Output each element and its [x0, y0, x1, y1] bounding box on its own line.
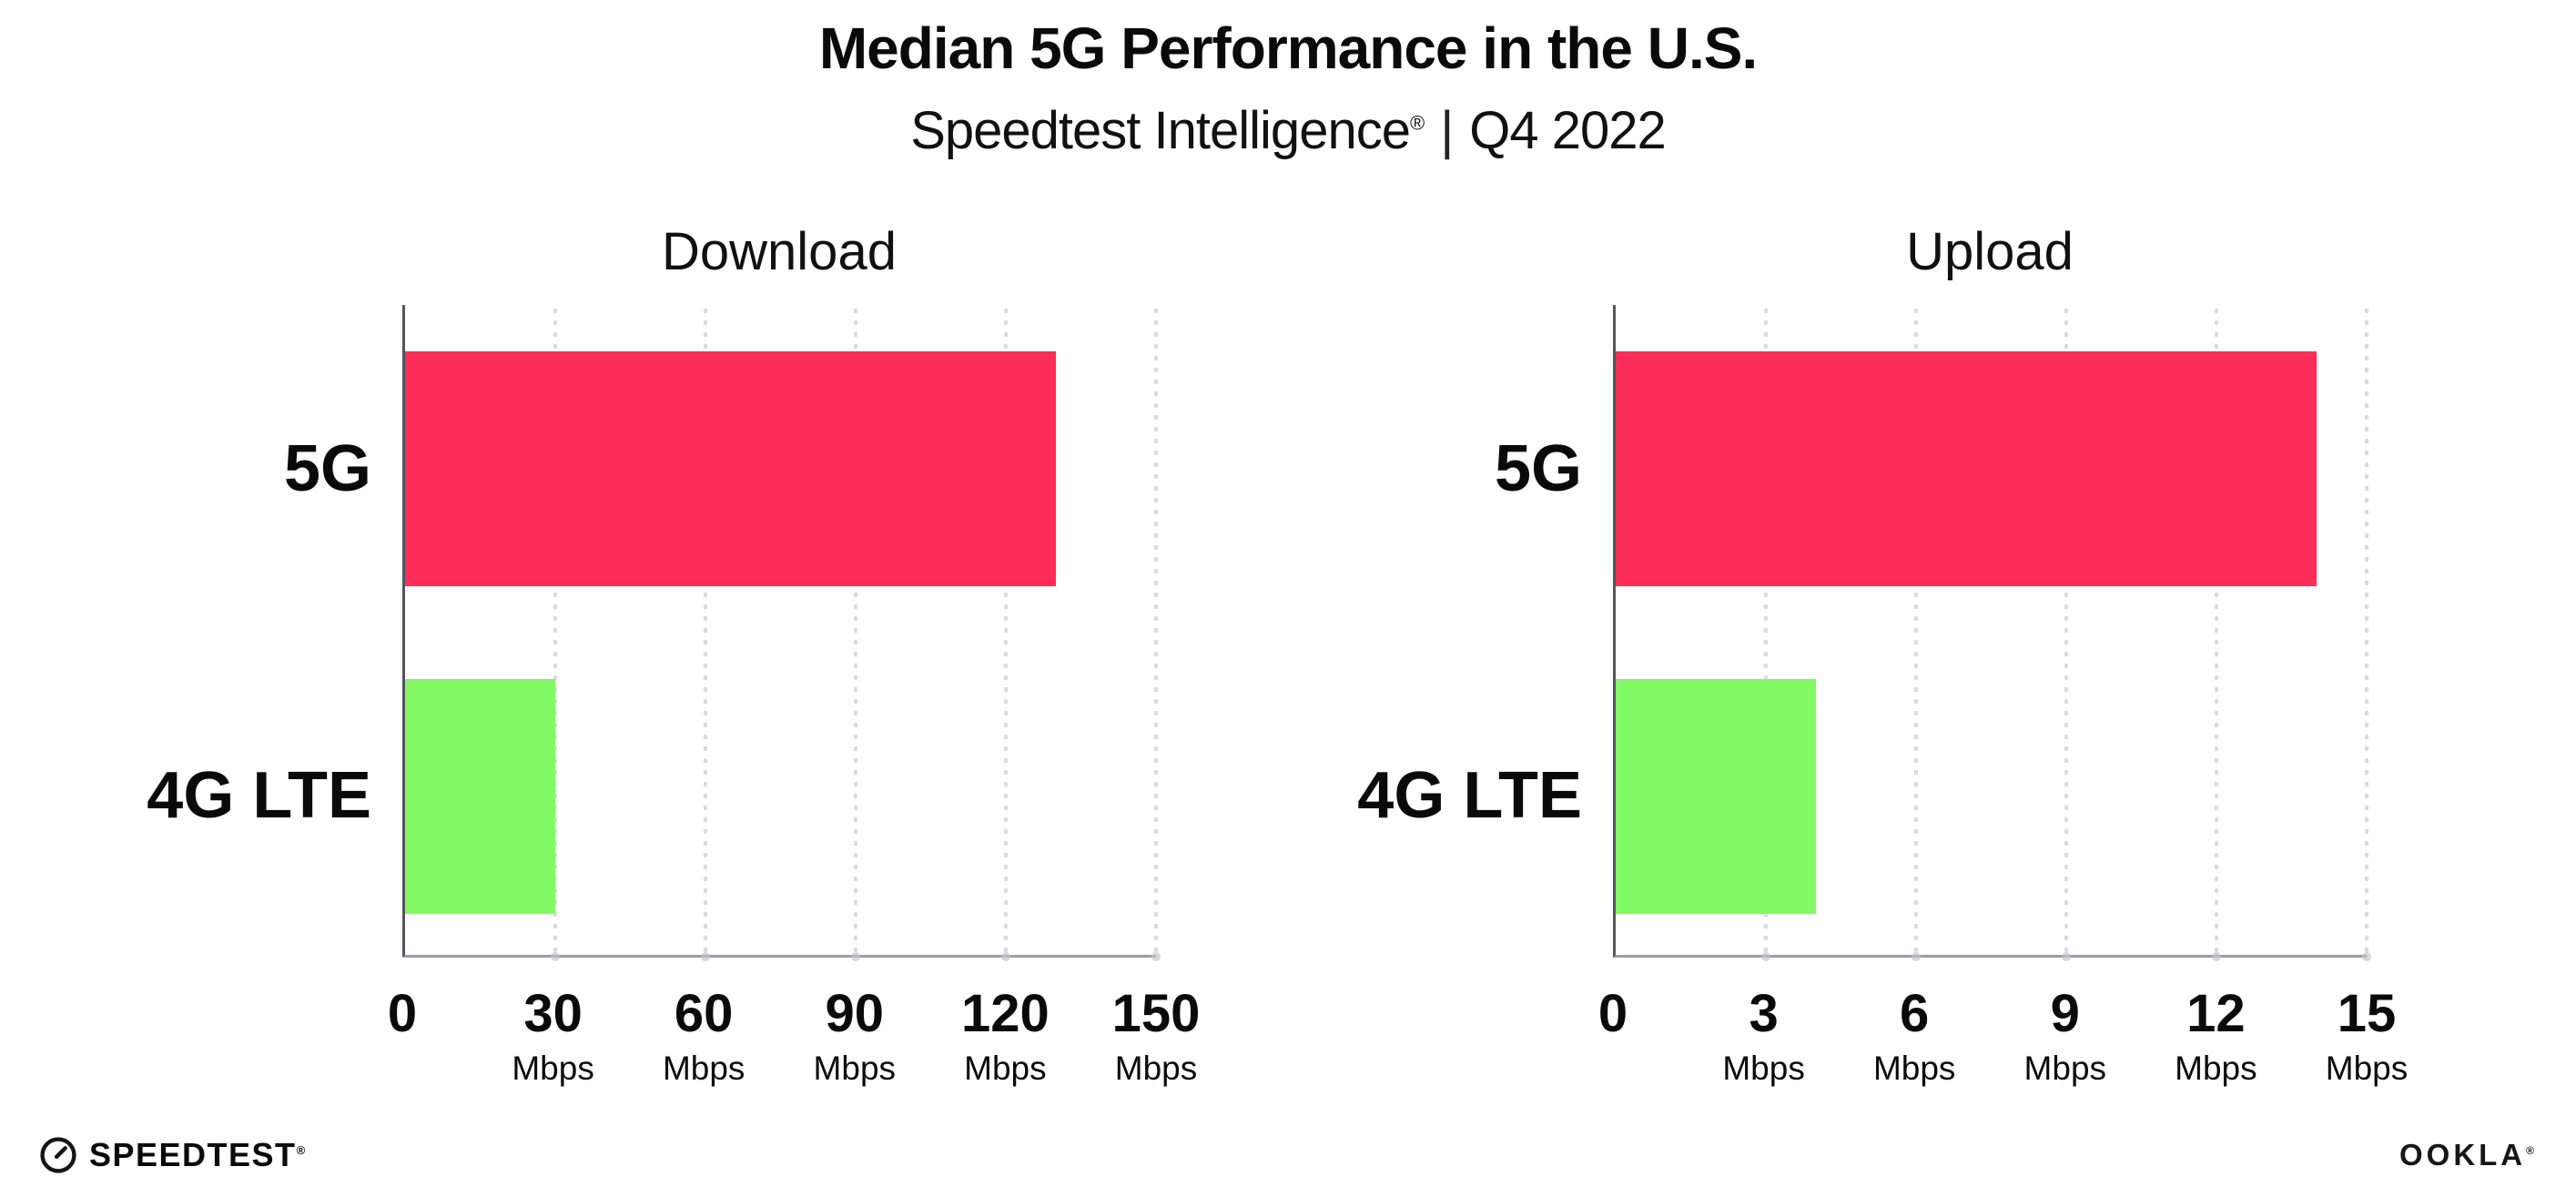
download-category-labels: 5G 4G LTE: [137, 305, 402, 958]
subtitle-separator: |: [1440, 101, 1454, 160]
subtitle-period: Q4 2022: [1469, 101, 1667, 160]
x-tick-150: 150 Mbps: [1112, 983, 1201, 1088]
x-tick-value: 0: [387, 984, 418, 1043]
x-tick-value: 0: [1597, 984, 1628, 1043]
upload-chart-title: Upload: [1906, 222, 2074, 281]
x-tick-value: 15: [2337, 984, 2397, 1043]
subtitle-brand: Speedtest Intelligence: [910, 101, 1411, 160]
x-tick-unit: Mbps: [512, 1050, 594, 1087]
download-5g-bar: [405, 351, 1056, 586]
download-chart: Download 5G 4G LTE 0 30 Mbps 60 Mbps 90 Mbps 12…: [137, 221, 1201, 1094]
x-tick-value: 3: [1749, 984, 1779, 1043]
x-tick-15: 15 Mbps: [2326, 983, 2408, 1088]
x-tick-30: 30 Mbps: [512, 983, 593, 1088]
gridline: [2064, 305, 2068, 955]
category-label-5g: 5G: [283, 432, 371, 505]
speedtest-logo: SPEEDTEST®: [38, 1135, 307, 1175]
page-subtitle: Speedtest Intelligence® | Q4 2022: [0, 100, 2576, 161]
x-tick-value: 12: [2186, 984, 2246, 1043]
x-tick-3: 3 Mbps: [1722, 983, 1804, 1088]
x-tick-unit: Mbps: [1872, 1050, 1956, 1087]
upload-plot-area: [1613, 305, 2368, 958]
header: Median 5G Performance in the U.S. Speedt…: [0, 0, 2576, 161]
gridline: [1764, 305, 1768, 955]
speedometer-gauge-icon: [38, 1135, 78, 1175]
download-x-axis-labels: 0 30 Mbps 60 Mbps 90 Mbps 120 Mbps 150 Mbps: [388, 958, 1201, 1094]
registered-trademark-icon: ®: [1409, 111, 1425, 135]
ookla-logo: OOKLA®: [2399, 1138, 2538, 1172]
x-tick-60: 60 Mbps: [663, 983, 745, 1088]
x-tick-unit: Mbps: [662, 1050, 745, 1087]
x-tick-unit: Mbps: [813, 1050, 897, 1087]
category-label-5g: 5G: [1494, 432, 1582, 505]
gridline: [704, 305, 707, 955]
category-label-4g-lte: 4G LTE: [1357, 759, 1582, 832]
x-tick-value: 6: [1900, 984, 1930, 1043]
gridline: [1914, 305, 1918, 955]
gridline: [2215, 305, 2218, 955]
x-tick-value: 9: [2050, 984, 2080, 1043]
x-tick-6: 6 Mbps: [1873, 983, 1955, 1088]
x-tick-value: 30: [523, 984, 583, 1043]
page-title: Median 5G Performance in the U.S.: [818, 15, 1758, 81]
upload-5g-bar: [1616, 351, 2317, 586]
x-tick-unit: Mbps: [1114, 1050, 1198, 1087]
x-tick-unit: Mbps: [2325, 1050, 2409, 1087]
upload-chart: Upload 5G 4G LTE 0 3 Mbps 6 Mbps 9 Mbps 12 Mbps 1…: [1347, 221, 2408, 1094]
gridline: [1154, 305, 1158, 955]
category-label-4g-lte: 4G LTE: [147, 759, 371, 832]
gridline: [1004, 305, 1008, 955]
x-tick-value: 90: [825, 984, 885, 1043]
x-tick-unit: Mbps: [1722, 1050, 1805, 1087]
speedtest-label: SPEEDTEST: [89, 1136, 297, 1173]
x-tick-unit: Mbps: [964, 1050, 1047, 1087]
gridline: [553, 305, 557, 955]
ookla-trademark-icon: ®: [2526, 1144, 2538, 1157]
x-tick-12: 12 Mbps: [2175, 983, 2257, 1088]
speedtest-wordmark: SPEEDTEST®: [89, 1136, 307, 1174]
x-tick-0: 0: [388, 983, 417, 1044]
ookla-label: OOKLA: [2399, 1138, 2527, 1172]
upload-x-axis-labels: 0 3 Mbps 6 Mbps 9 Mbps 12 Mbps 15 Mbps: [1598, 958, 2408, 1094]
download-4g-lte-bar: [405, 679, 555, 914]
x-tick-120: 120 Mbps: [961, 983, 1050, 1088]
x-tick-unit: Mbps: [2175, 1050, 2257, 1087]
download-plot-area: [402, 305, 1158, 958]
upload-4g-lte-bar: [1616, 679, 1816, 914]
x-tick-0: 0: [1598, 983, 1628, 1044]
x-tick-90: 90 Mbps: [814, 983, 896, 1088]
x-tick-value: 120: [961, 984, 1050, 1043]
x-tick-9: 9 Mbps: [2024, 983, 2106, 1088]
gridline: [2365, 305, 2368, 955]
x-tick-value: 60: [674, 984, 734, 1043]
gridline: [854, 305, 857, 955]
upload-chart-body: 5G 4G LTE: [1347, 305, 2368, 958]
footer: SPEEDTEST® OOKLA®: [38, 1135, 2538, 1175]
download-chart-body: 5G 4G LTE: [137, 305, 1158, 958]
download-chart-title: Download: [662, 222, 897, 281]
upload-category-labels: 5G 4G LTE: [1347, 305, 1613, 958]
speedtest-trademark-icon: ®: [296, 1143, 307, 1157]
x-tick-value: 150: [1111, 984, 1201, 1043]
x-tick-unit: Mbps: [2023, 1050, 2107, 1087]
